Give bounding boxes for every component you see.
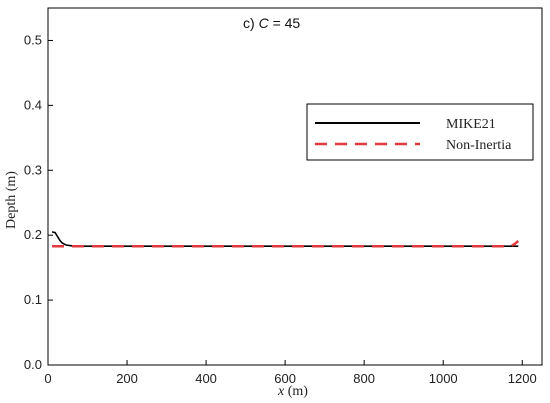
x-axis-title: x (m): [277, 384, 308, 399]
legend-label-non-inertia: Non-Inertia: [446, 138, 512, 153]
legend-label-mike21: MIKE21: [446, 117, 496, 132]
series-line-non-inertia: [52, 240, 520, 248]
series-layer: [51, 231, 520, 248]
legend-box: [306, 103, 534, 161]
x-tick-label: 200: [116, 371, 138, 386]
y-tick-label: 0.0: [24, 357, 42, 372]
panel-title: c) C = 45: [243, 15, 300, 31]
x-tick-label: 1000: [429, 371, 458, 386]
x-tick-label: 1200: [508, 371, 537, 386]
legend: MIKE21 Non-Inertia: [306, 103, 534, 161]
x-tick-label: 0: [44, 371, 51, 386]
y-tick-label: 0.1: [24, 292, 42, 307]
ticks: 0 200 400 600 800 1000 1200 0.0 0.1 0.2 0.3 0.4 0.5: [24, 32, 537, 386]
y-tick-label: 0.3: [24, 162, 42, 177]
y-axis-title: Depth (m): [4, 171, 19, 229]
x-tick-label: 800: [353, 371, 375, 386]
x-tick-label: 600: [274, 371, 296, 386]
y-tick-label: 0.2: [24, 227, 42, 242]
y-tick-label: 0.4: [24, 97, 42, 112]
y-tick-label: 0.5: [24, 32, 42, 47]
series-line-mike21: [51, 231, 519, 247]
plot-frame: [47, 7, 543, 366]
x-tick-label: 400: [195, 371, 217, 386]
